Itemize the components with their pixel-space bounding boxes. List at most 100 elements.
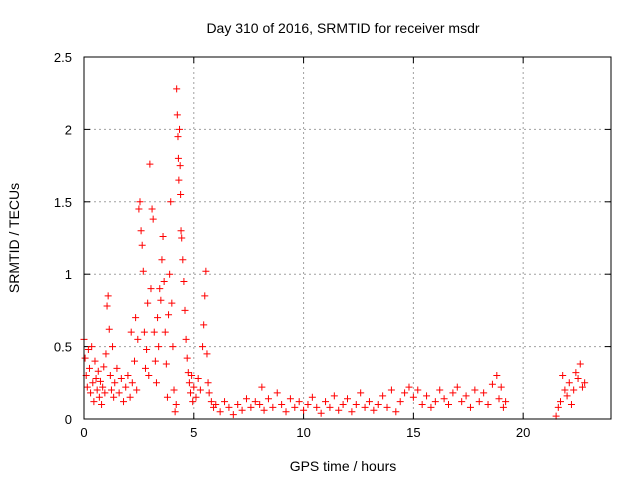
data-point — [565, 379, 573, 387]
data-point — [143, 345, 151, 353]
data-point — [313, 403, 321, 411]
data-point — [133, 386, 141, 394]
data-point — [497, 383, 505, 391]
data-point — [308, 393, 316, 401]
data-point — [563, 392, 571, 400]
data-point — [225, 403, 233, 411]
data-point — [458, 398, 466, 406]
data-point — [83, 383, 91, 391]
data-point — [104, 292, 112, 300]
data-point — [174, 154, 182, 162]
data-point — [300, 406, 308, 414]
data-point — [162, 360, 170, 368]
data-point — [175, 176, 183, 184]
data-point — [204, 379, 212, 387]
data-point — [427, 403, 435, 411]
data-point — [120, 398, 128, 406]
data-point — [184, 369, 192, 377]
data-point — [317, 409, 325, 417]
data-point — [166, 270, 174, 278]
data-point — [101, 389, 109, 397]
data-point — [99, 383, 107, 391]
data-point — [111, 379, 119, 387]
data-point — [409, 393, 417, 401]
data-point — [188, 372, 196, 380]
data-point — [221, 398, 229, 406]
data-point — [352, 401, 360, 409]
data-point — [578, 383, 586, 391]
data-point — [146, 160, 154, 168]
data-point — [177, 191, 185, 199]
data-point — [185, 379, 193, 387]
data-point — [170, 386, 178, 394]
data-point — [251, 398, 259, 406]
data-point — [387, 386, 395, 394]
data-point — [102, 350, 110, 358]
data-point — [295, 398, 303, 406]
plot-frame — [83, 56, 612, 420]
x-tick-label: 10 — [296, 425, 310, 440]
data-point — [107, 386, 115, 394]
data-point — [572, 369, 580, 377]
y-axis-label: SRMTID / TECUs — [6, 183, 22, 293]
data-point — [169, 343, 177, 351]
data-point — [383, 403, 391, 411]
x-tick-label: 15 — [406, 425, 420, 440]
data-point — [405, 383, 413, 391]
data-point — [335, 406, 343, 414]
data-point — [176, 162, 184, 170]
data-point — [344, 395, 351, 403]
data-point — [273, 389, 281, 397]
x-tick-label: 20 — [516, 425, 530, 440]
data-point — [148, 205, 156, 213]
data-point — [216, 408, 224, 416]
data-point — [576, 360, 584, 368]
data-point — [90, 398, 98, 406]
data-point — [84, 345, 92, 353]
data-point — [132, 314, 140, 322]
data-point — [93, 386, 101, 394]
data-point — [330, 392, 338, 400]
x-tick-label: 5 — [190, 425, 197, 440]
data-point — [260, 406, 268, 414]
data-point — [379, 392, 387, 400]
data-point — [110, 393, 118, 401]
data-point — [161, 328, 169, 336]
data-point — [87, 389, 95, 397]
data-point — [160, 277, 168, 285]
data-point — [466, 403, 474, 411]
y-tick-label: 2.5 — [54, 50, 72, 65]
x-axis-label: GPS time / hours — [290, 458, 397, 474]
data-point — [186, 389, 194, 397]
data-point — [155, 343, 163, 351]
data-point — [180, 277, 188, 285]
data-point — [462, 392, 470, 400]
data-point — [139, 267, 147, 275]
data-point — [570, 386, 578, 394]
data-point — [370, 406, 378, 414]
data-point — [122, 383, 130, 391]
data-point — [348, 408, 356, 416]
data-point — [163, 393, 171, 401]
data-point — [554, 403, 562, 411]
data-point — [168, 299, 176, 307]
data-point — [167, 198, 175, 206]
y-tick-label: 1 — [65, 267, 72, 282]
data-point — [173, 111, 181, 119]
data-point — [113, 364, 121, 372]
data-point — [326, 403, 334, 411]
y-tick-label: 0 — [65, 412, 72, 427]
data-point — [127, 328, 135, 336]
data-point — [171, 408, 179, 416]
data-point — [396, 398, 404, 406]
data-point — [158, 256, 166, 264]
data-point — [234, 401, 242, 409]
data-point — [559, 372, 567, 380]
data-point — [480, 389, 488, 397]
data-point — [174, 133, 182, 141]
data-point — [109, 343, 117, 351]
data-point — [189, 398, 197, 406]
data-point — [493, 372, 501, 380]
data-point — [196, 386, 204, 394]
data-point — [374, 401, 382, 409]
